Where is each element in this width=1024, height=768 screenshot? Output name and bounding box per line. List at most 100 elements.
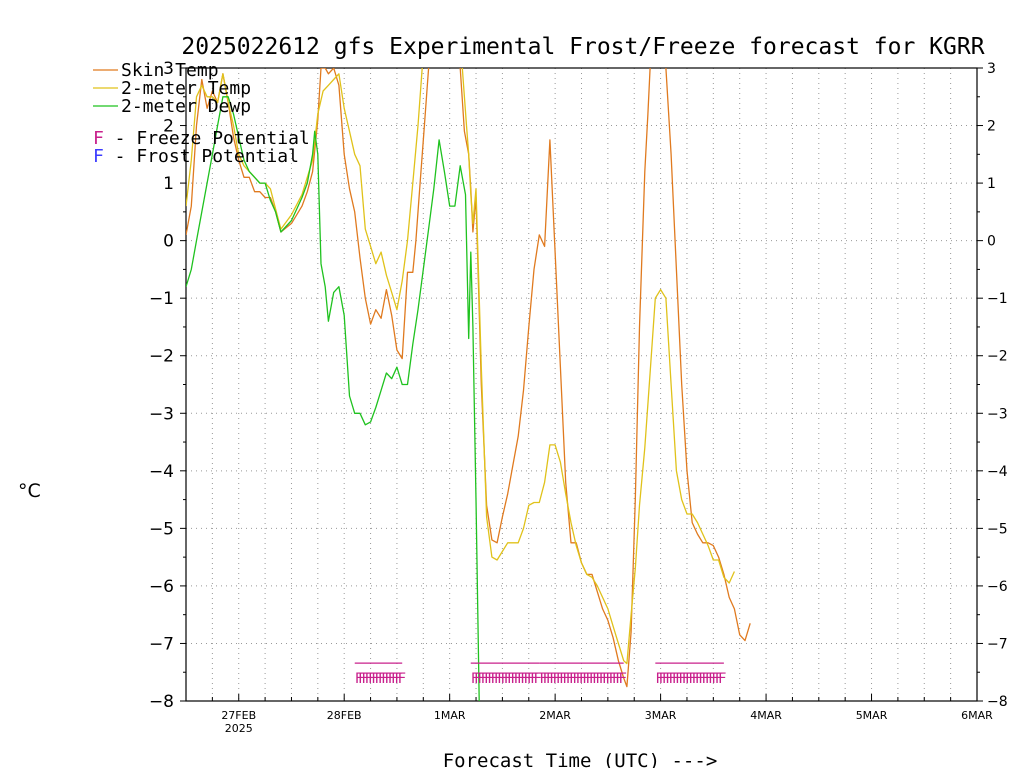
freeze-marker-f: F	[599, 671, 607, 687]
freeze-marker-f: F	[507, 671, 515, 687]
freeze-marker-f: F	[484, 671, 492, 687]
freeze-marker-f: F	[682, 671, 690, 687]
freeze-marker-f: F	[494, 671, 502, 687]
freeze-marker-f: F	[527, 671, 535, 687]
freeze-marker-f: F	[678, 671, 686, 687]
freeze-marker-f: F	[504, 671, 512, 687]
y-axis-ticks: 3 3 2 2 1 1 0 0 −1 −1 −2 −2 −3 −3 −4 −4 −5 −5 −6 −6 −7 −7 −8 −8	[149, 59, 1008, 712]
freeze-marker-f: F	[497, 671, 505, 687]
y-tick-label-right: −8	[987, 694, 1008, 710]
freeze-marker-f: F	[514, 671, 522, 687]
freeze-marker-f: F	[543, 671, 551, 687]
y-tick-label-left: 1	[163, 174, 174, 194]
freeze-marker-f: F	[471, 671, 479, 687]
freeze-marker-f: F	[368, 671, 376, 687]
y-tick-label-left: −8	[149, 692, 174, 712]
freeze-marker-f: F	[358, 671, 366, 687]
x-tick-label: 27FEB	[221, 709, 256, 722]
freeze-marker-f: F	[586, 671, 594, 687]
freeze-marker-f: F	[556, 671, 564, 687]
chart-title: 2025022612 gfs Experimental Frost/Freeze…	[181, 34, 984, 60]
x-axis-label: Forecast Time (UTC) --->	[443, 750, 718, 768]
x-tick-label: 3MAR	[645, 709, 677, 722]
y-tick-label-left: −5	[149, 519, 174, 539]
y-tick-label-left: −7	[149, 634, 174, 654]
legend-label: 2-meter Temp	[121, 78, 251, 99]
freeze-marker-f: F	[711, 671, 719, 687]
freeze-marker-f: F	[576, 671, 584, 687]
freeze-marker-f: F	[510, 671, 518, 687]
y-tick-label-right: 2	[987, 119, 996, 135]
freeze-marker-f: F	[481, 671, 489, 687]
freeze-marker-f: F	[384, 671, 392, 687]
freeze-marker-f: F	[582, 671, 590, 687]
y-tick-label-right: −7	[987, 636, 1008, 652]
freeze-marker-f: F	[612, 671, 620, 687]
freeze-marker-f: F	[375, 671, 383, 687]
freeze-marker-f: F	[361, 671, 369, 687]
freeze-marker-f: F	[702, 671, 710, 687]
legend-label: 2-meter Dewp	[121, 96, 251, 117]
freeze-marker-f: F	[520, 671, 528, 687]
freeze-marker-f: F	[365, 671, 373, 687]
freeze-marker-f: F	[391, 671, 399, 687]
freeze-marker-f: F	[609, 671, 617, 687]
freeze-marker-f: F	[595, 671, 603, 687]
freeze-marker-f: F	[394, 671, 402, 687]
x-tick-label: 28FEB	[327, 709, 362, 722]
freeze-marker-f: F	[695, 671, 703, 687]
freeze-marker-f: F	[619, 671, 627, 687]
freeze-marker-f: F	[566, 671, 574, 687]
y-tick-label-right: −3	[987, 406, 1008, 422]
y-tick-label-right: 3	[987, 61, 996, 77]
freeze-marker-f: F	[569, 671, 577, 687]
freeze-marker-f: F	[355, 671, 363, 687]
freeze-marker-f: F	[659, 671, 667, 687]
freeze-marker-f: F	[579, 671, 587, 687]
freeze-marker-f: F	[718, 671, 726, 687]
y-tick-label-right: −1	[987, 291, 1008, 307]
freeze-marker-f: F	[539, 671, 547, 687]
freeze-marker-f: F	[500, 671, 508, 687]
freeze-marker-f: F	[669, 671, 677, 687]
y-tick-label-left: −6	[149, 577, 174, 597]
series-line-2-meter-temp	[461, 68, 735, 665]
x-tick-label: 6MAR	[961, 709, 993, 722]
freeze-marker-f: F	[605, 671, 613, 687]
freeze-marker-f: F	[589, 671, 597, 687]
freeze-marker-f: F	[533, 671, 541, 687]
x-tick-label: 4MAR	[750, 709, 782, 722]
freeze-marker-f: F	[371, 671, 379, 687]
legend-label: F - Freeze Potential	[93, 128, 310, 149]
x-tick-sublabel: 2025	[225, 722, 253, 735]
y-tick-label-left: −2	[149, 347, 174, 367]
y-tick-label-left: −3	[149, 404, 174, 424]
freeze-marker-f: F	[398, 671, 406, 687]
series-line-2-meter-dewp	[186, 96, 480, 701]
freeze-marker-f: F	[477, 671, 485, 687]
y-tick-label-right: −2	[987, 349, 1008, 365]
freeze-marker-f: F	[708, 671, 716, 687]
freeze-marker-f: F	[698, 671, 706, 687]
freeze-marker-f: F	[685, 671, 693, 687]
freeze-marker-f: F	[549, 671, 557, 687]
freeze-marker-f: F	[378, 671, 386, 687]
y-tick-label-right: −6	[987, 579, 1008, 595]
y-tick-label-left: 0	[163, 232, 174, 252]
freeze-marker-f: F	[381, 671, 389, 687]
y-tick-label-left: 2	[163, 117, 174, 137]
freeze-marker-f: F	[491, 671, 499, 687]
freeze-marker-f: F	[715, 671, 723, 687]
x-tick-label: 5MAR	[856, 709, 888, 722]
freeze-marker-f: F	[562, 671, 570, 687]
freeze-marker-f: F	[572, 671, 580, 687]
freeze-marker-f: F	[655, 671, 663, 687]
y-tick-label-left: −1	[149, 289, 174, 309]
freeze-marker-f: F	[602, 671, 610, 687]
freeze-marker-f: F	[388, 671, 396, 687]
freeze-marker-f: F	[517, 671, 525, 687]
freeze-marker-f: F	[474, 671, 482, 687]
